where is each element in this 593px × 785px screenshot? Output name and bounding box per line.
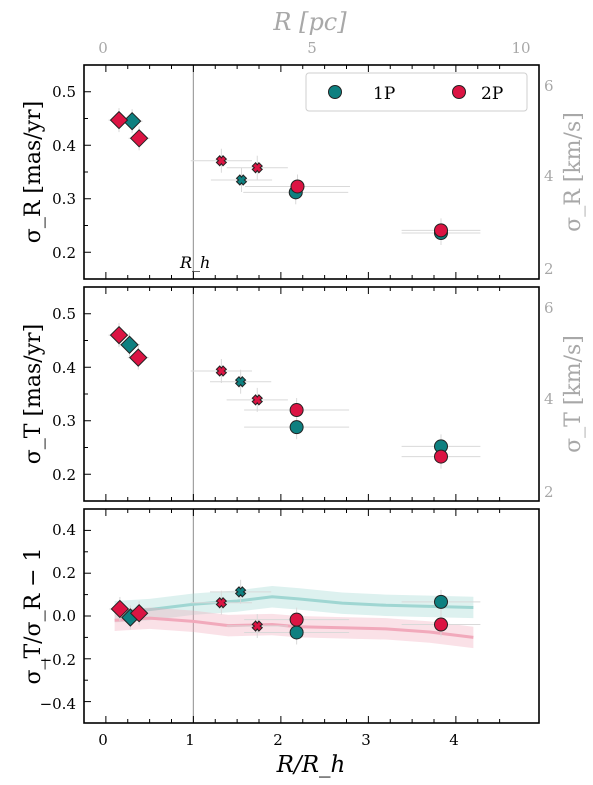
data-point-1p	[120, 335, 139, 354]
data-point-2p	[251, 394, 264, 406]
data-point-1p	[289, 420, 304, 435]
y-tick-label: 0.5	[52, 83, 76, 101]
data-point-2p	[215, 155, 228, 167]
data-point-1p	[234, 586, 247, 598]
data-point-1p	[434, 594, 448, 609]
y-tick-label: 0.2	[52, 244, 76, 262]
y-tick-label: 0.2	[52, 466, 76, 484]
legend-label-2p: 2P	[481, 84, 503, 104]
x-axis-label: R/R_h	[276, 752, 346, 778]
data-point-2p	[110, 599, 130, 619]
trend-band-1p	[114, 586, 474, 623]
data-point-1p	[289, 625, 304, 640]
secondary-x-tick-label: 0	[98, 39, 108, 57]
secondary-x-tick-label: 10	[511, 39, 530, 57]
x-tick-label: 3	[361, 731, 371, 749]
legend-marker-2p	[452, 85, 466, 99]
legend: 1P 2P	[305, 72, 528, 112]
x-tick-label: 2	[273, 731, 283, 749]
y-axis-label: σ_T/σ_R − 1	[21, 547, 46, 684]
secondary-x-axis: R [pc] 0 5 10	[98, 8, 530, 57]
legend-label-1p: 1P	[373, 84, 395, 104]
y-axis-label: σ_T [mas/yr]	[21, 324, 46, 464]
half-light-radius-label: R_h	[179, 253, 210, 272]
y-tick-label: 0.4	[52, 359, 76, 377]
y-right-tick-label: 6	[544, 77, 554, 95]
secondary-x-label: R [pc]	[272, 8, 347, 36]
data-point-2p	[251, 161, 264, 174]
y-right-tick-label: 4	[544, 390, 554, 408]
legend-marker-1p	[328, 85, 342, 99]
data-point-2p	[289, 612, 304, 627]
data-point-2p	[215, 596, 228, 609]
y-tick-label: 0.0	[52, 607, 76, 625]
data-point-2p	[129, 604, 149, 623]
trend-line-1p	[114, 595, 474, 614]
y-right-tick-label: 2	[544, 483, 554, 501]
data-point-2p	[434, 617, 448, 632]
data-point-2p	[434, 449, 448, 464]
y-axis-label: σ_R [mas/yr]	[21, 101, 46, 243]
legend-box	[305, 72, 528, 112]
data-point-2p	[129, 348, 148, 367]
sigma-r-panel: 0.2 0.3 0.4 0.5 2 4 6 σ_R [mas/yr] σ_R […	[21, 64, 586, 280]
data-point-2p	[215, 365, 228, 377]
y-tick-label: 0.4	[52, 137, 76, 155]
data-point-2p	[289, 403, 304, 418]
data-point-1p	[234, 375, 247, 388]
data-point-2p	[109, 325, 129, 345]
y-tick-label: 0.3	[52, 190, 76, 208]
y-right-tick-label: 6	[544, 299, 554, 317]
y-right-axis-label: σ_R [km/s]	[561, 112, 586, 232]
data-point-2p	[109, 110, 129, 130]
x-tick-label: 1	[185, 731, 195, 749]
x-tick-label: 0	[98, 731, 108, 749]
secondary-x-tick-label: 5	[307, 39, 317, 57]
y-right-axis-label: σ_T [km/s]	[561, 335, 586, 453]
y-tick-label: 0.3	[52, 412, 76, 430]
data-point-2p	[129, 129, 149, 148]
y-right-tick-label: 2	[544, 260, 554, 278]
y-tick-label: −0.2	[40, 651, 76, 669]
data-point-2p	[290, 179, 305, 194]
y-right-tick-label: 4	[544, 167, 554, 185]
sigma-t-panel: 0.2 0.3 0.4 0.5 2 4 6 σ_T [mas/yr] σ_T […	[21, 286, 586, 502]
y-tick-label: 0.4	[52, 521, 76, 539]
data-point-2p	[251, 620, 264, 632]
data-point-2p	[434, 223, 448, 238]
anisotropy-panel: −0.4 −0.2 0.0 0.2 0.4 σ_T/σ_R − 1 0 1 2 …	[21, 508, 540, 778]
panel-frame	[83, 286, 540, 502]
y-tick-label: 0.2	[52, 564, 76, 582]
y-tick-label: −0.4	[40, 695, 76, 713]
data-point-1p	[122, 111, 142, 131]
y-tick-label: 0.5	[52, 305, 76, 323]
x-tick-label: 4	[449, 731, 459, 749]
data-point-1p	[235, 174, 248, 186]
